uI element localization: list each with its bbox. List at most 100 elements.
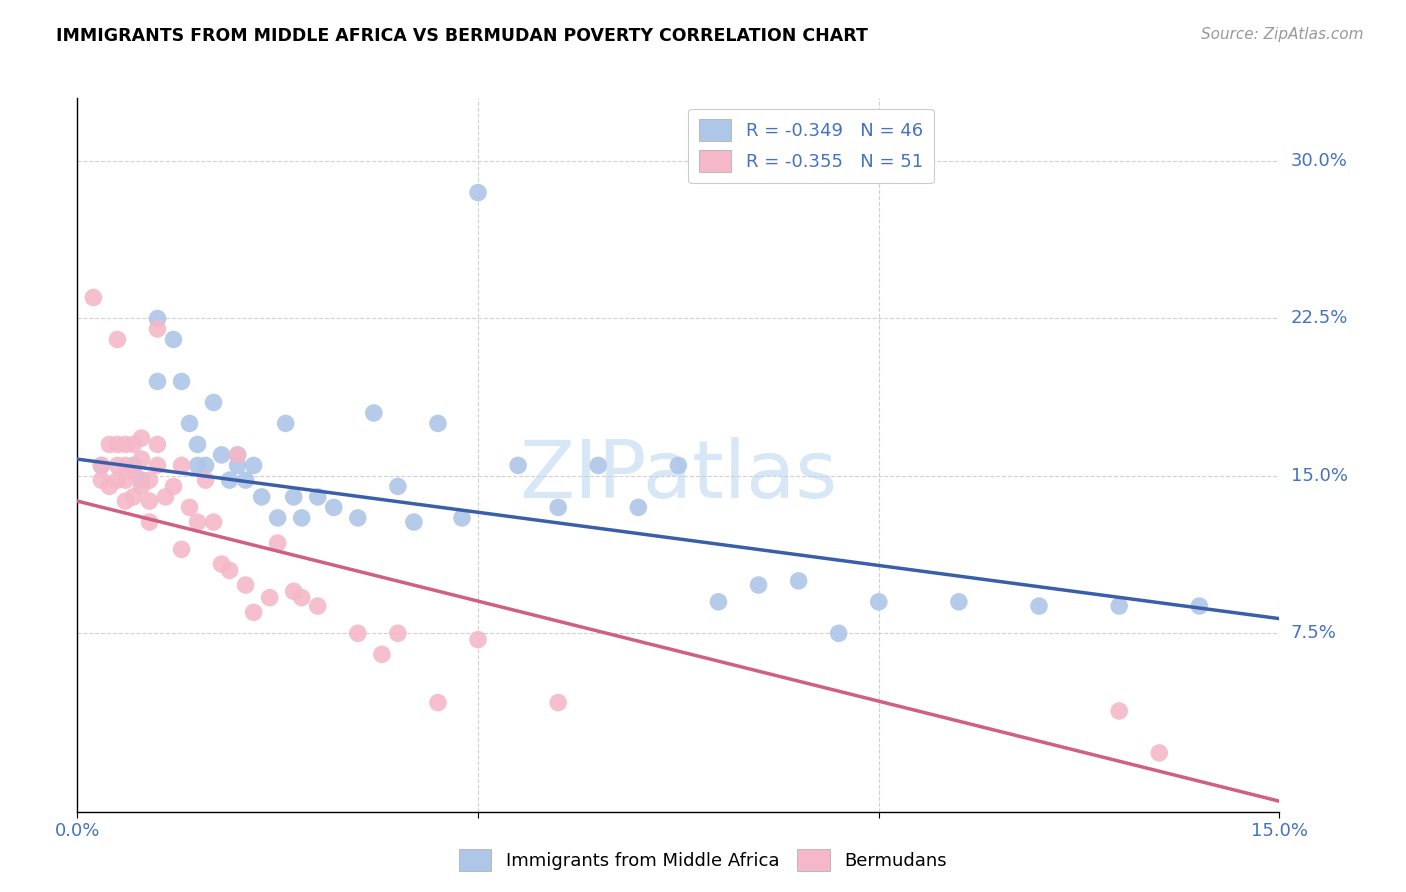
Point: [138, 494, 160, 508]
Point: [179, 417, 201, 431]
Point: [467, 632, 489, 647]
Point: [107, 437, 129, 451]
Point: [363, 406, 385, 420]
Point: [267, 536, 290, 550]
Point: [508, 458, 530, 473]
Point: [146, 458, 169, 473]
Point: [114, 437, 136, 451]
Point: [948, 595, 970, 609]
Point: [250, 490, 273, 504]
Point: [114, 458, 136, 473]
Point: [242, 605, 264, 619]
Point: [90, 473, 112, 487]
Point: [1108, 704, 1130, 718]
Point: [307, 599, 329, 613]
Point: [547, 500, 569, 515]
Point: [387, 626, 409, 640]
Point: [226, 448, 249, 462]
Point: [131, 473, 153, 487]
Legend: Immigrants from Middle Africa, Bermudans: Immigrants from Middle Africa, Bermudans: [451, 842, 955, 879]
Point: [131, 452, 153, 467]
Point: [828, 626, 851, 640]
Point: [146, 375, 169, 389]
Point: [122, 465, 145, 479]
Point: [218, 473, 240, 487]
Point: [402, 515, 425, 529]
Point: [235, 578, 257, 592]
Point: [291, 511, 314, 525]
Point: [748, 578, 770, 592]
Point: [242, 458, 264, 473]
Point: [283, 490, 305, 504]
Point: [186, 515, 209, 529]
Point: [82, 291, 104, 305]
Point: [347, 626, 370, 640]
Point: [138, 515, 160, 529]
Point: [131, 479, 153, 493]
Point: [291, 591, 314, 605]
Point: [122, 490, 145, 504]
Point: [267, 511, 290, 525]
Point: [588, 458, 610, 473]
Point: [179, 500, 201, 515]
Point: [162, 333, 184, 347]
Point: [170, 458, 193, 473]
Point: [107, 333, 129, 347]
Point: [186, 437, 209, 451]
Point: [98, 437, 121, 451]
Point: [211, 448, 233, 462]
Point: [226, 458, 249, 473]
Point: [274, 417, 297, 431]
Point: [186, 458, 209, 473]
Point: [1149, 746, 1171, 760]
Point: [170, 375, 193, 389]
Point: [387, 479, 409, 493]
Point: [107, 473, 129, 487]
Point: [90, 458, 112, 473]
Point: [146, 437, 169, 451]
Text: IMMIGRANTS FROM MIDDLE AFRICA VS BERMUDAN POVERTY CORRELATION CHART: IMMIGRANTS FROM MIDDLE AFRICA VS BERMUDA…: [56, 27, 868, 45]
Point: [707, 595, 730, 609]
Text: Source: ZipAtlas.com: Source: ZipAtlas.com: [1201, 27, 1364, 42]
Point: [162, 479, 184, 493]
Point: [98, 479, 121, 493]
Point: [146, 322, 169, 336]
Point: [868, 595, 890, 609]
Text: 7.5%: 7.5%: [1291, 624, 1337, 642]
Point: [138, 473, 160, 487]
Point: [668, 458, 690, 473]
Point: [1028, 599, 1050, 613]
Point: [194, 473, 217, 487]
Point: [122, 458, 145, 473]
Point: [627, 500, 650, 515]
Legend: R = -0.349   N = 46, R = -0.355   N = 51: R = -0.349 N = 46, R = -0.355 N = 51: [688, 109, 934, 184]
Point: [202, 515, 225, 529]
Point: [307, 490, 329, 504]
Point: [131, 431, 153, 445]
Point: [218, 563, 240, 577]
Point: [427, 696, 450, 710]
Point: [467, 186, 489, 200]
Point: [451, 511, 474, 525]
Point: [547, 696, 569, 710]
Point: [211, 557, 233, 571]
Point: [114, 494, 136, 508]
Point: [259, 591, 281, 605]
Point: [155, 490, 177, 504]
Point: [107, 458, 129, 473]
Point: [122, 437, 145, 451]
Text: 15.0%: 15.0%: [1291, 467, 1347, 485]
Text: 22.5%: 22.5%: [1291, 310, 1348, 327]
Point: [235, 473, 257, 487]
Point: [787, 574, 810, 588]
Point: [114, 473, 136, 487]
Point: [146, 311, 169, 326]
Text: ZIPatlas: ZIPatlas: [519, 437, 838, 516]
Point: [371, 648, 394, 662]
Point: [427, 417, 450, 431]
Point: [226, 448, 249, 462]
Point: [170, 542, 193, 557]
Point: [90, 458, 112, 473]
Point: [194, 458, 217, 473]
Point: [202, 395, 225, 409]
